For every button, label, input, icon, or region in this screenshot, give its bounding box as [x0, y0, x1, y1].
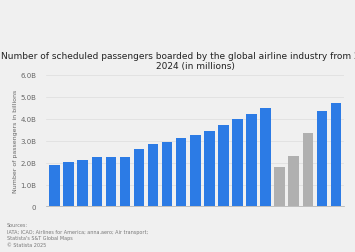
Bar	[317, 112, 327, 207]
Bar	[246, 114, 257, 207]
Bar	[218, 126, 229, 207]
Bar	[49, 165, 60, 207]
Text: Sources:
IATA; ICAO; Airlines for America; anna.aero; Air transport;
Statista's : Sources: IATA; ICAO; Airlines for Americ…	[7, 222, 148, 247]
Bar	[260, 108, 271, 207]
Bar	[105, 157, 116, 207]
Title: Number of scheduled passengers boarded by the global airline industry from 2004 : Number of scheduled passengers boarded b…	[1, 51, 355, 71]
Bar	[190, 135, 201, 207]
Bar	[232, 120, 243, 207]
Bar	[331, 104, 341, 207]
Bar	[64, 163, 74, 207]
Bar	[302, 133, 313, 207]
Y-axis label: Number of passengers in billions: Number of passengers in billions	[13, 90, 18, 193]
Bar	[134, 149, 144, 207]
Bar	[148, 145, 158, 207]
Bar	[176, 139, 186, 207]
Bar	[162, 142, 173, 207]
Bar	[288, 156, 299, 207]
Bar	[92, 158, 102, 207]
Bar	[120, 158, 130, 207]
Bar	[274, 167, 285, 207]
Bar	[77, 160, 88, 207]
Bar	[204, 132, 214, 207]
